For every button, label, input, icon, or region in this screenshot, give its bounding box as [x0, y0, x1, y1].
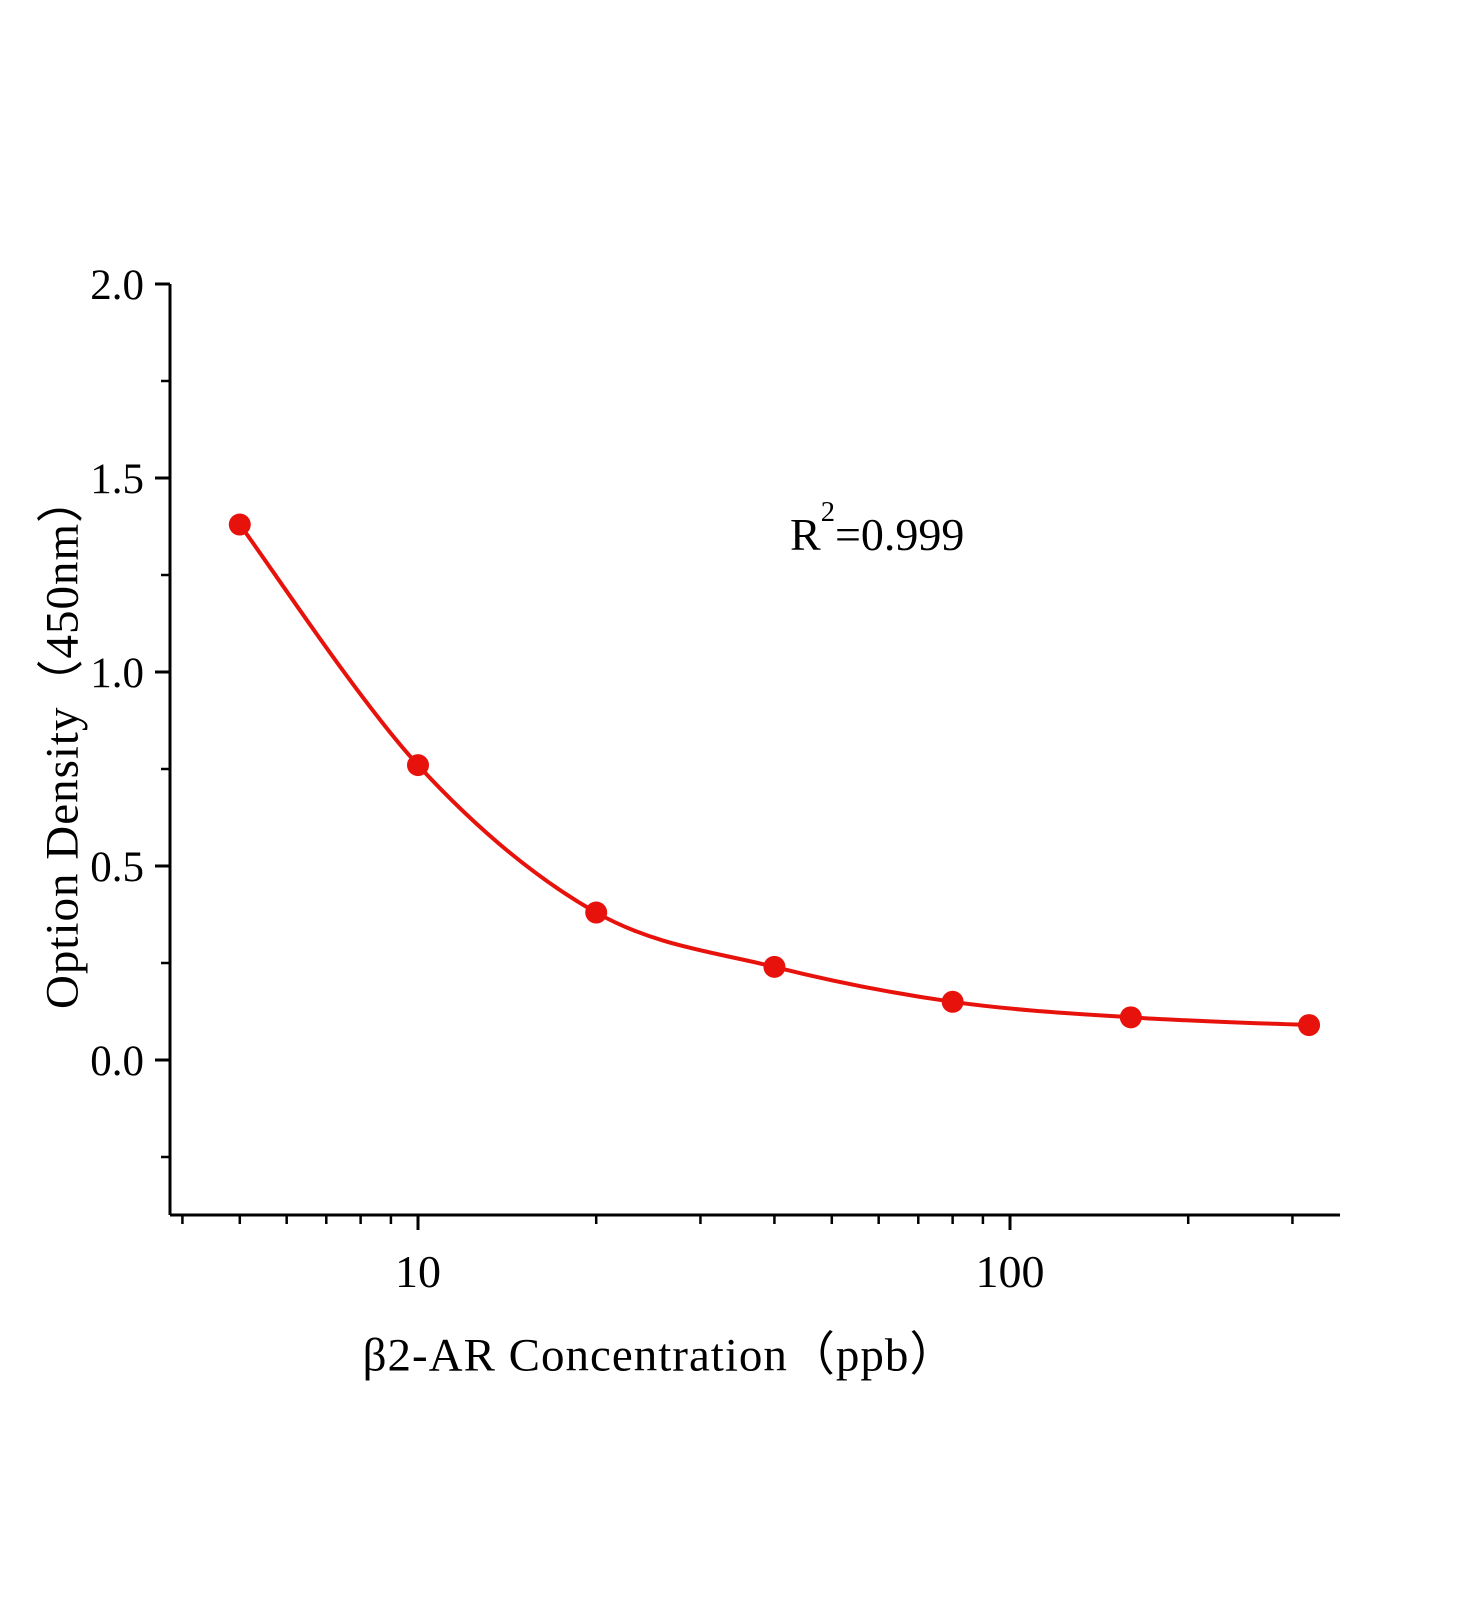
y-tick-label: 0.0 — [90, 1038, 144, 1085]
r-squared-annotation: R2=0.999 — [790, 498, 965, 561]
r-squared-exponent: 2 — [820, 496, 835, 528]
y-tick-label: 1.0 — [90, 650, 144, 697]
data-point — [407, 754, 429, 777]
data-point — [585, 901, 608, 924]
data-point — [763, 955, 786, 978]
curve-line — [237, 522, 1312, 1028]
r-squared-value: =0.999 — [834, 509, 965, 560]
data-point — [941, 990, 964, 1013]
y-tick-label: 2.0 — [90, 262, 144, 309]
x-axis-label: β2-AR Concentration（ppb） — [362, 1329, 958, 1382]
y-axis-label: Option Density（450nm） — [36, 474, 89, 1010]
data-point — [1298, 1014, 1321, 1037]
x-tick-label: 10 — [395, 1246, 441, 1297]
y-tick-label: 0.5 — [90, 844, 144, 891]
data-point — [1119, 1006, 1142, 1029]
r-squared-base: R — [790, 509, 821, 560]
data-point — [228, 513, 251, 536]
y-tick-label: 1.5 — [90, 456, 144, 503]
x-tick-label: 100 — [976, 1246, 1045, 1297]
